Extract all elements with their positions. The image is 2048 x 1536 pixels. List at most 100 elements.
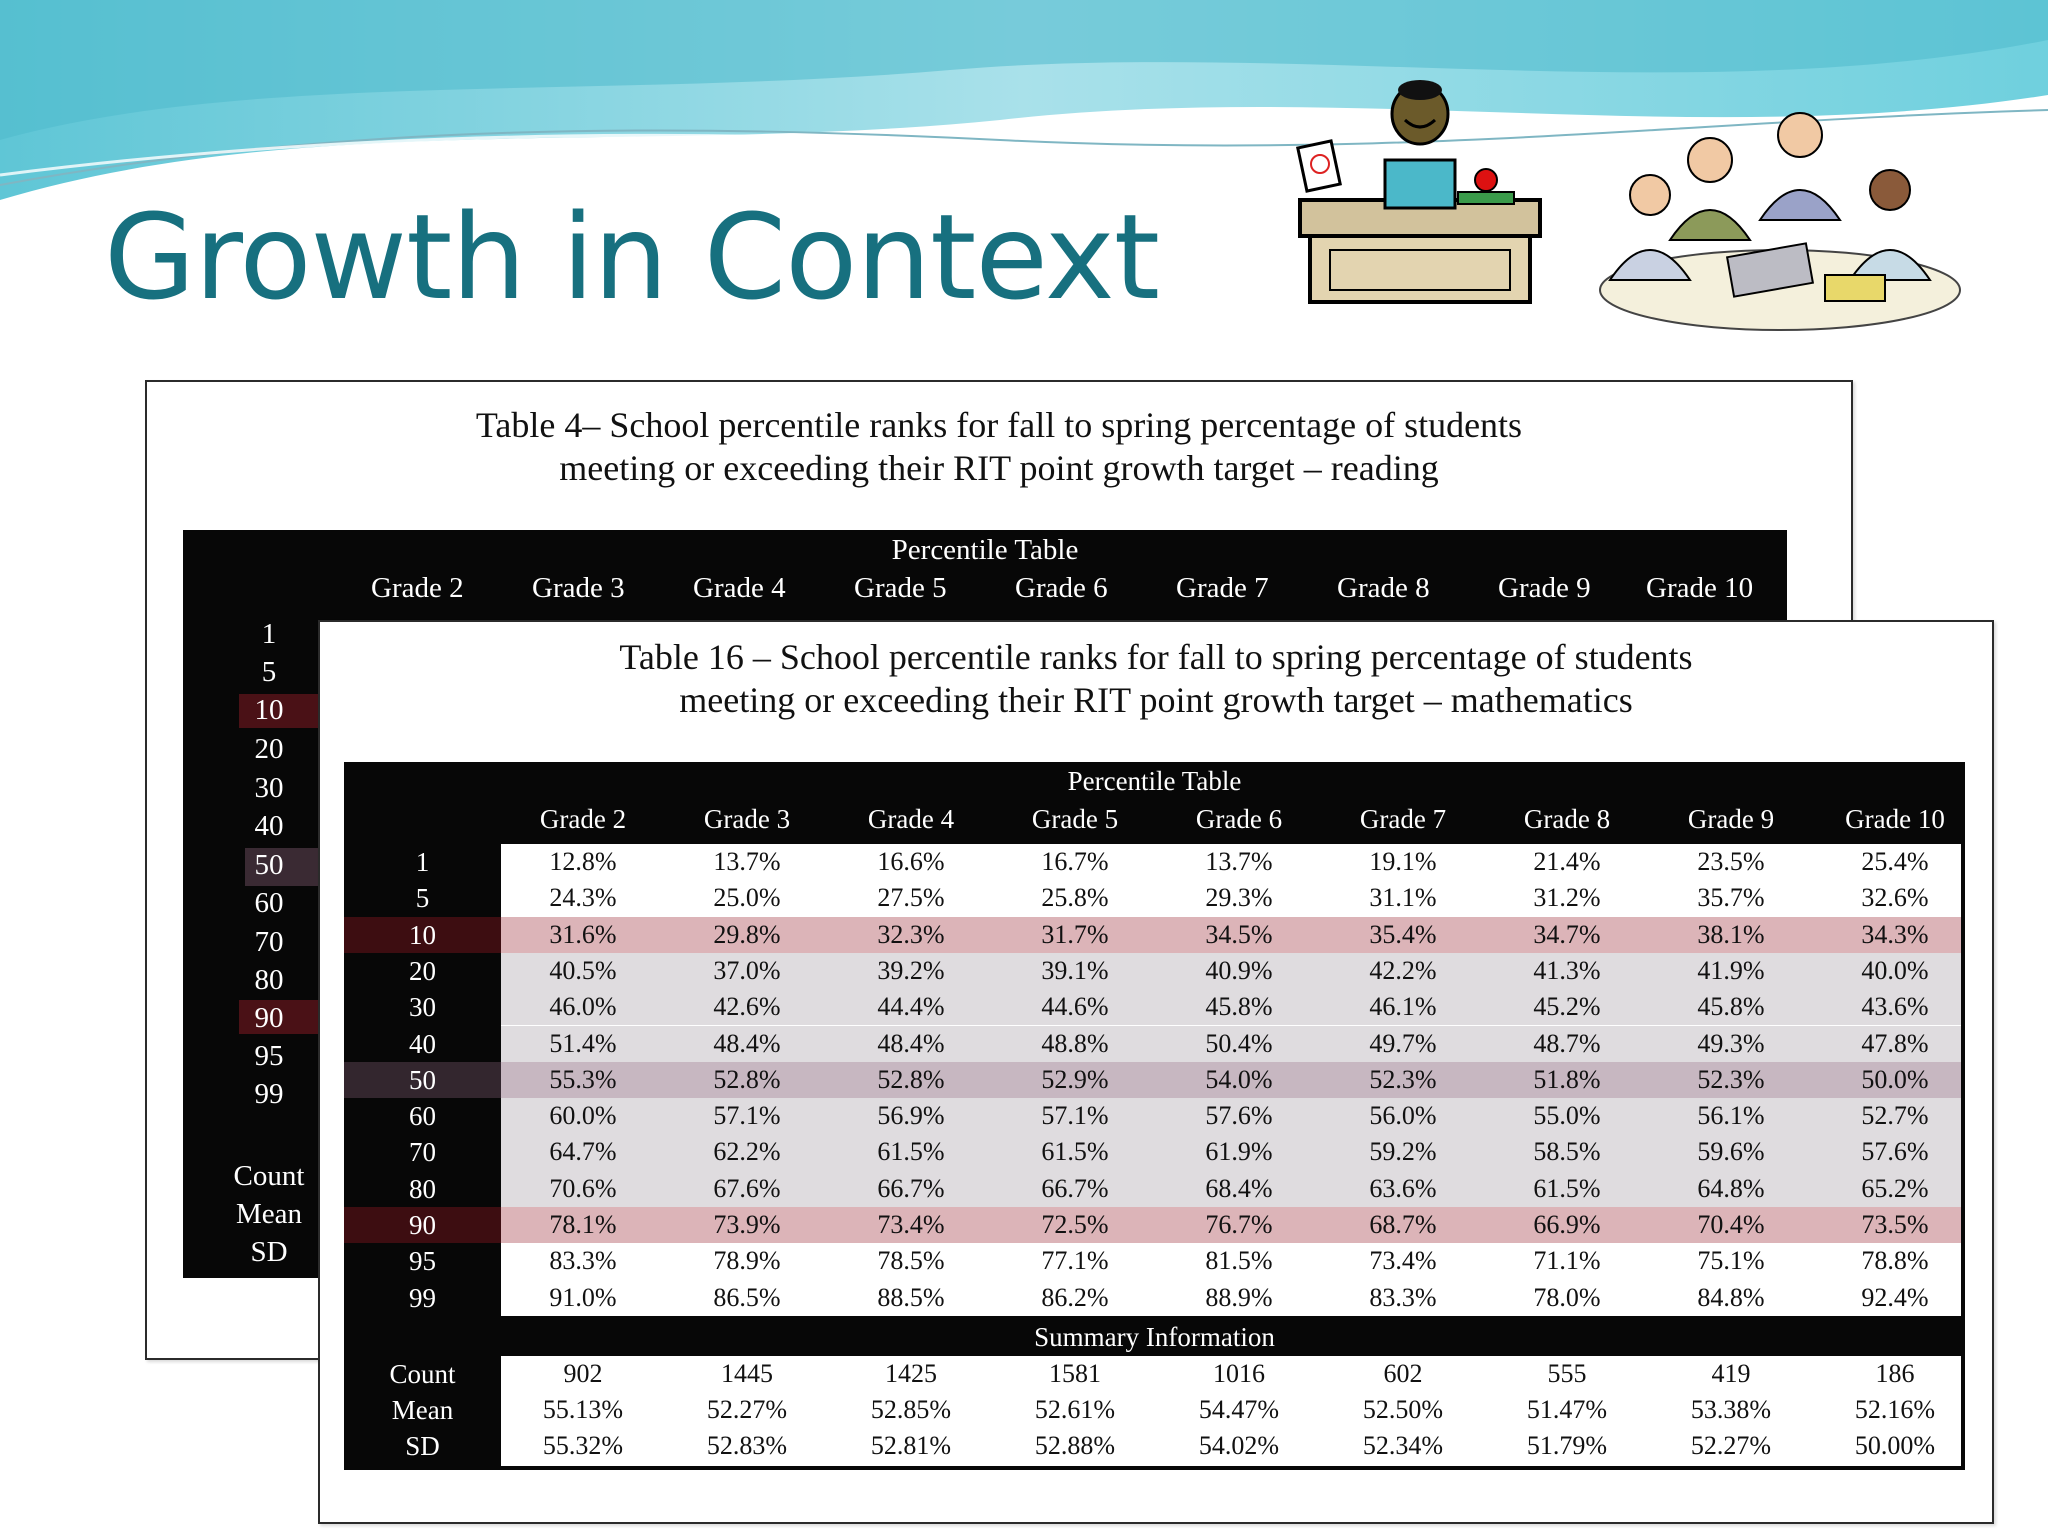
math-summary-cell: 52.34% [1362,1431,1444,1460]
math-table-cell: 49.7% [1369,1028,1437,1058]
math-table-cell: 35.4% [1369,919,1437,949]
reading-row-highlight-10 [239,694,319,728]
math-summary-cell: 1425 [885,1359,937,1388]
math-table-cell: 66.7% [1041,1173,1109,1203]
math-table-cell: 29.3% [1205,883,1273,913]
reading-grade-header: Grade 9 [1498,572,1591,604]
math-summary-cell: 555 [1547,1359,1587,1388]
reading-caption-line2: meeting or exceeding their RIT point gro… [559,448,1439,488]
math-table-cell: 61.5% [1533,1173,1601,1203]
math-grade-header: Grade 4 [867,804,955,834]
math-table-cell: 78.8% [1861,1246,1929,1276]
math-percentile-table: Percentile Table 12.8% 13.7% 16.6% 16.7% 13.… [344,762,1965,1470]
math-table-cell: 42.2% [1369,955,1437,985]
math-table-cell: 19.1% [1369,847,1437,876]
reading-table-caption: Table 4– School percentile ranks for fal… [147,404,1851,490]
math-table-cell: 78.1% [549,1210,617,1239]
math-table-cell: 49.3% [1697,1028,1765,1058]
math-table-cell: 44.6% [1041,992,1109,1022]
reading-percentile-label: 70 [254,926,284,958]
math-table-cell: 71.1% [1533,1246,1601,1276]
math-table-cell: 77.1% [1041,1246,1109,1276]
math-summary-cell: 54.02% [1198,1431,1280,1460]
math-table-cell: 29.8% [713,919,781,949]
math-table-cell: 40.0% [1861,955,1929,985]
math-summary-cell: 52.27% [706,1395,788,1424]
reading-grade-header: Grade 3 [532,572,625,604]
reading-percentile-label: 30 [254,772,284,804]
math-summary-cell: 52.61% [1034,1395,1116,1424]
math-summary-cell: 50.00% [1854,1431,1936,1460]
math-table-cell: 67.6% [713,1173,781,1203]
reading-percentile-label: 20 [254,733,284,765]
math-summary-cell: 55.13% [542,1395,624,1424]
math-table-cell: 68.7% [1369,1210,1437,1239]
math-percentile-label: 50 [344,1061,501,1098]
math-table-cell: 56.1% [1697,1101,1765,1131]
math-table-cell: 27.5% [877,883,945,913]
math-table-cell: 61.9% [1205,1137,1273,1167]
math-summary-cell: 51.79% [1526,1431,1608,1460]
math-summary-cell: 52.88% [1034,1431,1116,1460]
reading-percentile-label: 5 [261,656,277,688]
math-table-cell: 48.4% [713,1028,781,1058]
math-table-cell: 86.2% [1041,1282,1109,1312]
math-table-cell: 47.8% [1861,1028,1929,1058]
math-row-band [501,1025,1961,1062]
math-summary-cell: 602 [1383,1359,1423,1388]
math-table-cell: 34.5% [1205,919,1273,949]
math-summary-cell: 186 [1875,1359,1915,1388]
math-table-caption: Table 16 – School percentile ranks for f… [320,636,1992,722]
reading-percentile-label: 50 [254,849,284,881]
math-table-cell: 72.5% [1041,1210,1109,1239]
reading-summary-label: SD [250,1236,288,1268]
math-summary-label: Mean [391,1395,454,1425]
math-table-cell: 46.1% [1369,992,1437,1022]
math-table-cell: 57.1% [713,1101,781,1131]
math-grade-header: Grade 3 [703,804,791,834]
math-table-cell: 65.2% [1861,1173,1929,1203]
reading-grade-header: Grade 7 [1176,572,1269,604]
math-grade-header: Grade 9 [1687,804,1775,834]
math-table-cell: 61.5% [877,1137,945,1167]
math-summary-cell: 51.47% [1526,1395,1608,1424]
math-table-cell: 40.5% [549,955,617,985]
reading-grade-header: Grade 8 [1337,572,1430,604]
reading-percentile-label: 95 [254,1040,284,1072]
math-table-cell: 39.2% [877,955,945,985]
math-table-cell: 48.4% [877,1028,945,1058]
math-table-cell: 58.5% [1533,1137,1601,1167]
math-summary-title: Summary Information [1034,1322,1275,1352]
math-percentile-label: 95 [409,1246,436,1277]
math-table-cell: 16.6% [877,847,945,876]
math-table-cell: 88.5% [877,1282,945,1312]
math-table-cell: 83.3% [1369,1282,1437,1312]
math-table-cell: 52.7% [1861,1101,1929,1131]
math-percentile-label: 99 [409,1282,436,1313]
reading-percentile-label: 99 [254,1078,284,1110]
math-table-cell: 41.9% [1697,955,1765,985]
reading-grade-header: Grade 6 [1015,572,1108,604]
math-table-cell: 25.8% [1041,883,1109,913]
math-table-cell: 57.1% [1041,1101,1109,1131]
math-table-cell: 45.8% [1205,992,1273,1022]
math-table-cell: 70.6% [549,1173,617,1203]
math-table-cell: 59.2% [1369,1137,1437,1167]
math-table-cell: 39.1% [1041,955,1109,985]
math-table-cell: 70.4% [1697,1210,1765,1239]
math-table-cell: 52.3% [1697,1064,1765,1094]
reading-percentile-label: 90 [254,1002,284,1034]
math-table-cell: 78.9% [713,1246,781,1276]
math-table-cell: 73.9% [713,1210,781,1239]
math-table-cell: 37.0% [713,955,781,985]
math-grade-header: Grade 10 [1845,804,1945,834]
reading-percentile-label: 1 [261,618,277,650]
math-grade-header: Grade 8 [1523,804,1611,834]
math-table-cell: 43.6% [1861,992,1929,1022]
teacher-clipart-image [1296,80,1542,304]
math-table-cell: 75.1% [1697,1246,1765,1276]
math-summary-cell: 1581 [1049,1359,1101,1388]
slide-title: Growth in Context [104,188,1160,326]
math-row-band [501,1098,1961,1135]
math-table-cell: 34.7% [1533,919,1601,949]
